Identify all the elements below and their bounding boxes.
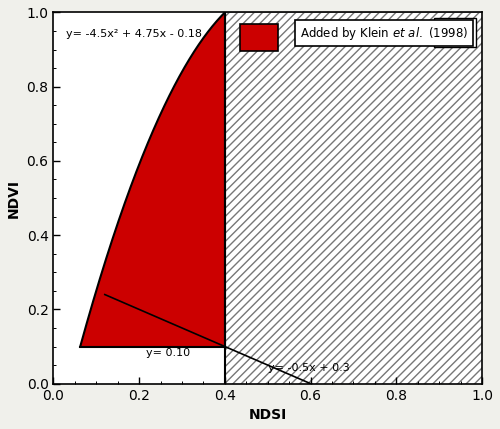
Text: Added by Klein $\it{et\ al.}$ (1998): Added by Klein $\it{et\ al.}$ (1998): [300, 24, 468, 42]
Text: y= -4.5x² + 4.75x - 0.18: y= -4.5x² + 4.75x - 0.18: [66, 29, 202, 39]
Text: y= 0.10: y= 0.10: [146, 348, 190, 358]
X-axis label: NDSI: NDSI: [248, 408, 287, 422]
Y-axis label: NDVI: NDVI: [7, 178, 21, 218]
FancyBboxPatch shape: [240, 24, 279, 51]
Text: y= -0.5x + 0.3: y= -0.5x + 0.3: [268, 363, 349, 373]
Legend: : [434, 18, 476, 47]
Polygon shape: [225, 12, 482, 384]
Polygon shape: [80, 12, 225, 347]
